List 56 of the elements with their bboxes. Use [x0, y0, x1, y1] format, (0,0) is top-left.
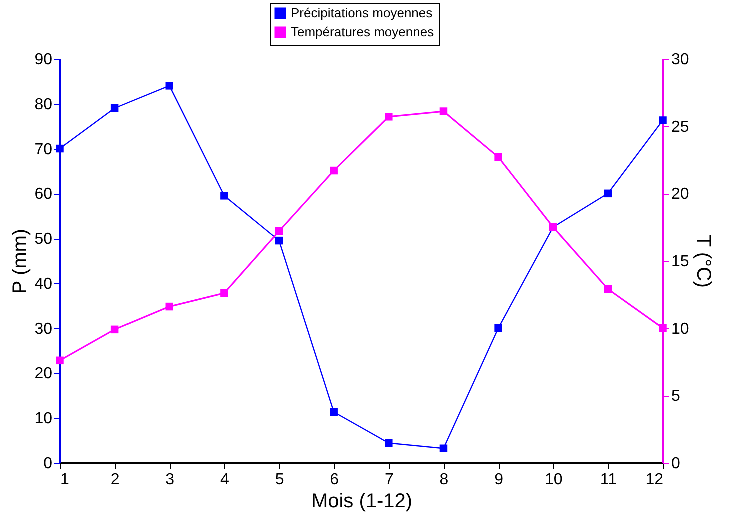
point — [385, 439, 393, 448]
x-tick-label: 7 — [384, 472, 394, 488]
point — [659, 116, 667, 124]
point — [220, 289, 228, 298]
x-tick-label: 10 — [544, 472, 563, 488]
y2-tick-label: 30 — [672, 52, 690, 68]
y2-tick-label: 10 — [672, 320, 690, 338]
y-tick-label: 10 — [34, 410, 53, 428]
y-tick-label: 20 — [34, 366, 53, 383]
point — [166, 82, 174, 90]
x-tick-label: 2 — [110, 472, 120, 488]
point — [56, 356, 64, 365]
point — [604, 190, 612, 198]
y-tick-label: 90 — [34, 52, 53, 68]
y-tick-label: 0 — [44, 456, 53, 472]
x-tick-label: 3 — [166, 472, 175, 488]
point — [110, 326, 119, 334]
y2-tick-label: 5 — [672, 388, 680, 406]
x-tick-label: 4 — [220, 472, 230, 488]
y2-tick-label: 25 — [672, 118, 690, 136]
legend-label: Températures moyennes — [291, 24, 435, 40]
point — [440, 444, 448, 453]
y2-axis-title: T (°C) — [692, 234, 714, 288]
point — [385, 113, 393, 121]
point — [494, 153, 502, 162]
x-axis-title: Mois (1-12) — [311, 490, 413, 512]
x-tick-label: 12 — [646, 472, 664, 488]
point — [330, 166, 338, 175]
point — [56, 144, 64, 153]
point — [659, 324, 667, 332]
y2-tick-label: 15 — [672, 254, 690, 270]
y2-tick-label: 0 — [672, 456, 680, 472]
point — [440, 108, 448, 116]
x-tick-label: 1 — [60, 472, 70, 488]
point — [604, 285, 612, 294]
x-tick-label: 8 — [440, 472, 449, 488]
point — [110, 104, 119, 112]
y-tick-label: 30 — [34, 320, 53, 338]
y-tick-label: 70 — [34, 141, 53, 158]
point — [220, 192, 228, 200]
point — [330, 408, 338, 416]
x-tick-label: 11 — [600, 472, 618, 488]
y-tick-label: 60 — [34, 186, 53, 204]
x-tick-label: 5 — [275, 472, 284, 488]
x-tick-label: 6 — [330, 472, 340, 488]
point — [275, 228, 284, 236]
y-tick-label: 40 — [34, 276, 53, 293]
y-tick-label: 50 — [34, 231, 53, 248]
y-axis-title: P (mm) — [10, 228, 32, 294]
x-tick-label: 9 — [494, 472, 504, 488]
point — [494, 324, 502, 332]
point — [166, 302, 174, 311]
point — [275, 236, 284, 245]
y2-tick-label: 20 — [672, 186, 690, 204]
y-tick-label: 80 — [34, 96, 53, 114]
legend-label: Précipitations moyennes — [291, 6, 434, 20]
